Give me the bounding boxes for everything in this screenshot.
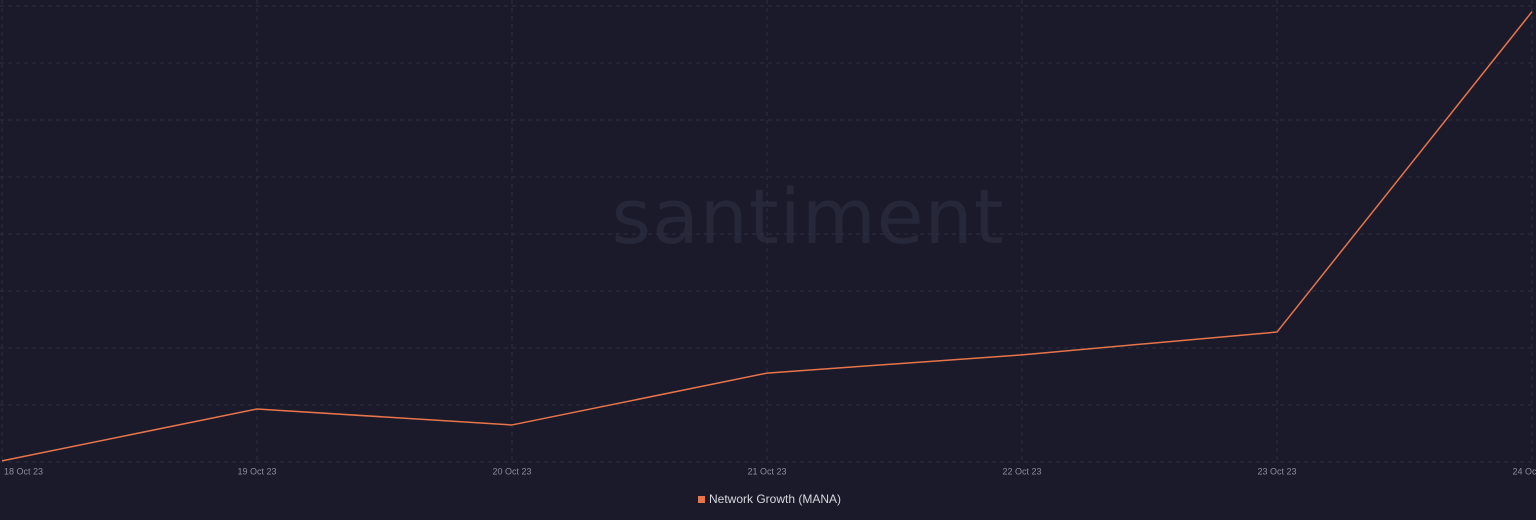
x-tick-label: 19 Oct 23 xyxy=(237,466,276,476)
x-tick-label: 22 Oct 23 xyxy=(1002,466,1041,476)
x-tick-label: 18 Oct 23 xyxy=(4,466,43,476)
legend-swatch xyxy=(698,496,705,503)
legend: Network Growth (MANA) xyxy=(698,492,841,506)
x-tick-label: 23 Oct 23 xyxy=(1257,466,1296,476)
legend-label: Network Growth (MANA) xyxy=(709,492,841,506)
x-tick-label: 24 Oct 23 xyxy=(1512,466,1536,476)
x-tick-label: 21 Oct 23 xyxy=(747,466,786,476)
watermark: santiment xyxy=(611,172,1004,261)
series-line xyxy=(1,11,1533,462)
x-tick-label: 20 Oct 23 xyxy=(492,466,531,476)
